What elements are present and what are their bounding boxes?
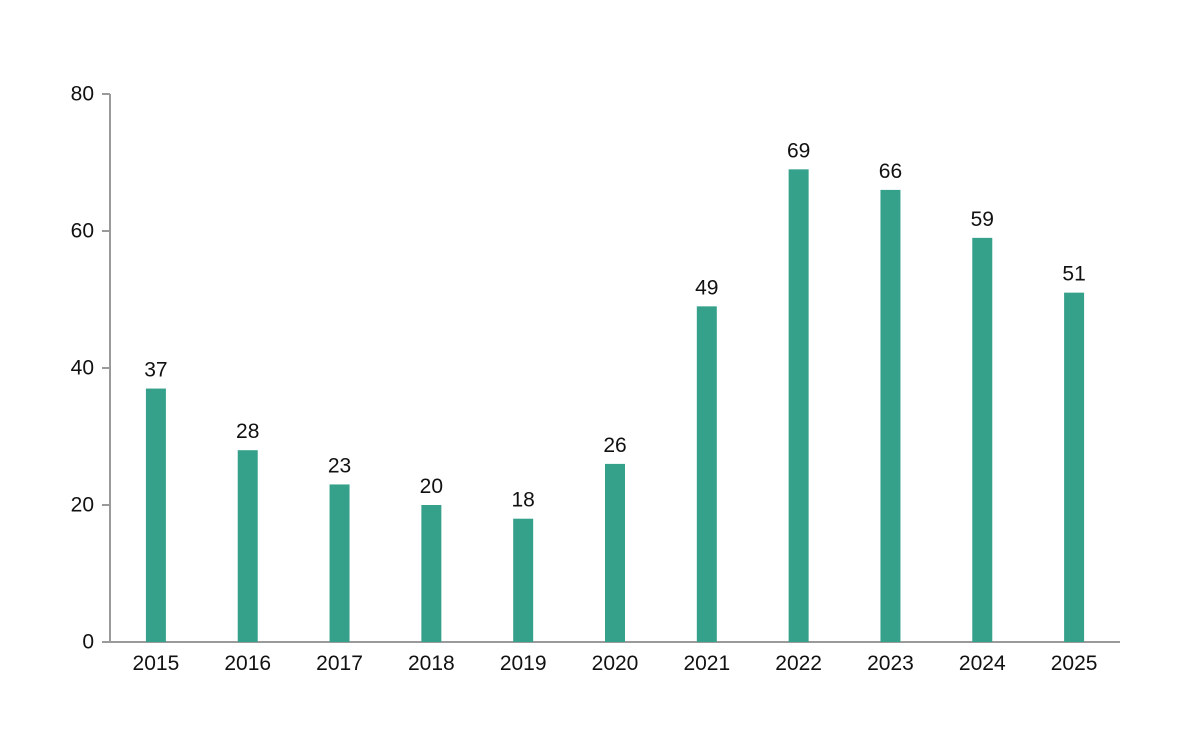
x-tick-label-2020: 2020 (592, 652, 639, 675)
y-tick-label: 60 (71, 220, 94, 243)
data-label-2019: 18 (512, 489, 535, 512)
bars (145, 169, 1085, 642)
data-label-2018: 20 (420, 475, 443, 498)
bar-2024 (972, 237, 993, 642)
bar-2022 (788, 169, 809, 642)
bar-2025 (1064, 292, 1085, 642)
x-tick-label-2022: 2022 (775, 652, 822, 675)
data-label-2016: 28 (236, 420, 259, 443)
bar-2018 (421, 505, 442, 642)
bar-2019 (513, 518, 534, 642)
data-label-2021: 49 (695, 276, 718, 299)
x-tick-label-2021: 2021 (683, 652, 730, 675)
data-label-2023: 66 (879, 160, 902, 183)
data-label-2025: 51 (1062, 263, 1085, 286)
y-tick-label: 0 (82, 631, 94, 654)
labels: 0 20 40 60 80 37 2015 28 2016 23 2017 20 2018 18 2019 2… (71, 83, 1098, 676)
x-tick-label-2018: 2018 (408, 652, 455, 675)
y-tick-label: 80 (71, 83, 94, 106)
bar-2021 (696, 306, 717, 642)
x-tick-label-2017: 2017 (316, 652, 363, 675)
x-tick-label-2015: 2015 (133, 652, 180, 675)
x-tick-label-2016: 2016 (224, 652, 271, 675)
data-label-2015: 37 (144, 359, 167, 382)
x-tick-label-2025: 2025 (1051, 652, 1098, 675)
y-tick-label: 20 (71, 494, 94, 517)
data-label-2024: 59 (971, 208, 994, 231)
bar-2016 (237, 450, 258, 642)
bar-2015 (145, 388, 166, 642)
bar-2020 (605, 463, 625, 642)
bar-2017 (329, 484, 350, 642)
data-label-2022: 69 (787, 139, 810, 162)
x-tick-label-2023: 2023 (867, 652, 914, 675)
data-label-2020: 26 (603, 434, 626, 457)
x-tick-label-2019: 2019 (500, 652, 547, 675)
bar-2023 (880, 189, 901, 642)
x-tick-label-2024: 2024 (959, 652, 1006, 675)
y-tick-label: 40 (71, 357, 94, 380)
data-label-2017: 23 (328, 454, 351, 477)
